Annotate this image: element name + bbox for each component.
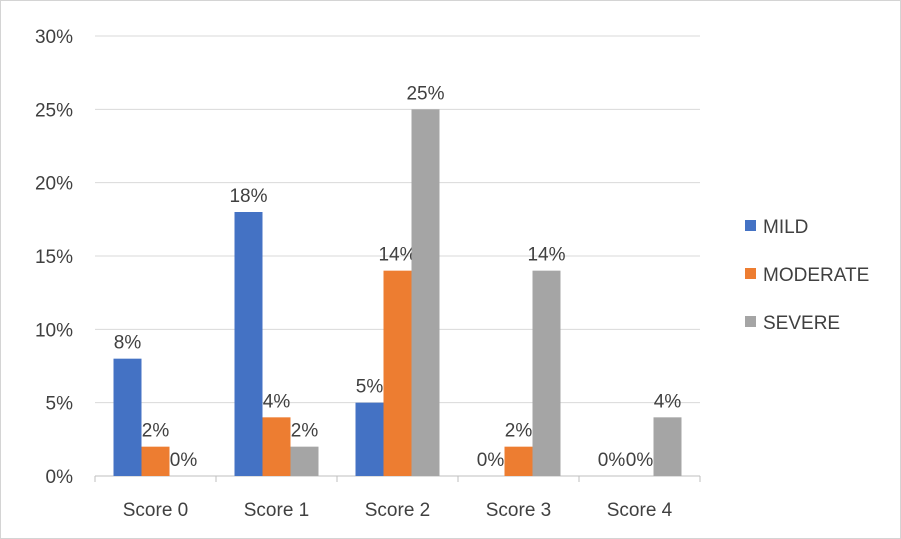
bar-mild: [234, 212, 263, 476]
bar-severe: [290, 446, 319, 476]
y-tick-label: 30%: [35, 27, 73, 48]
data-label: 2%: [505, 421, 533, 442]
data-label: 18%: [229, 186, 267, 207]
x-tick-label: Score 3: [486, 500, 551, 521]
data-label: 4%: [654, 391, 682, 412]
y-tick-label: 25%: [35, 100, 73, 121]
y-tick-label: 5%: [46, 394, 74, 415]
bar-moderate: [141, 446, 170, 476]
legend-label: SEVERE: [763, 313, 840, 334]
bar-severe: [411, 109, 440, 476]
x-tick-label: Score 4: [607, 500, 673, 521]
x-tick-label: Score 0: [123, 500, 188, 521]
y-tick-label: 15%: [35, 247, 73, 268]
x-tick-label: Score 2: [365, 500, 430, 521]
data-label: 0%: [598, 450, 626, 471]
bar-mild: [355, 402, 384, 476]
bar-moderate: [262, 417, 291, 476]
data-label: 5%: [356, 377, 384, 398]
y-tick-label: 20%: [35, 174, 73, 195]
data-label: 0%: [626, 450, 654, 471]
bar-severe: [653, 417, 682, 476]
data-label: 14%: [378, 245, 416, 266]
legend-swatch-moderate: [745, 268, 756, 279]
bar-severe: [532, 270, 561, 476]
data-label: 2%: [142, 421, 170, 442]
bar-mild: [113, 358, 142, 476]
data-label: 14%: [527, 245, 565, 266]
bar-moderate: [504, 446, 533, 476]
legend-swatch-severe: [745, 316, 756, 327]
data-label: 8%: [114, 333, 142, 354]
data-label: 0%: [477, 450, 505, 471]
legend-label: MODERATE: [763, 265, 869, 286]
y-tick-label: 10%: [35, 320, 73, 341]
bar-moderate: [383, 270, 412, 476]
legend-swatch-mild: [745, 220, 756, 231]
data-label: 4%: [263, 391, 291, 412]
data-label: 0%: [170, 450, 198, 471]
y-tick-label: 0%: [46, 467, 74, 488]
legend-label: MILD: [763, 217, 808, 238]
x-tick-label: Score 1: [244, 500, 309, 521]
data-label: 2%: [291, 421, 319, 442]
data-label: 25%: [406, 83, 444, 104]
